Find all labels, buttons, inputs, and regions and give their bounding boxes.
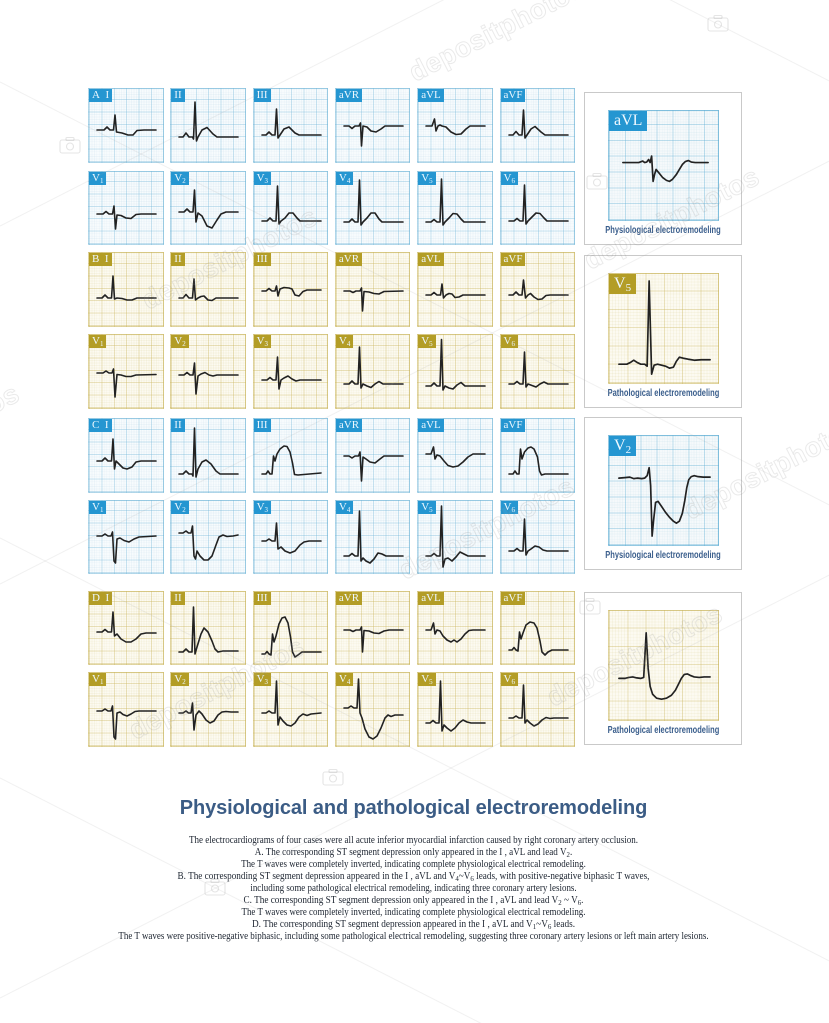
svg-text:depositphotos: depositphotos bbox=[0, 378, 24, 492]
svg-text:depositphotos: depositphotos bbox=[404, 0, 589, 87]
